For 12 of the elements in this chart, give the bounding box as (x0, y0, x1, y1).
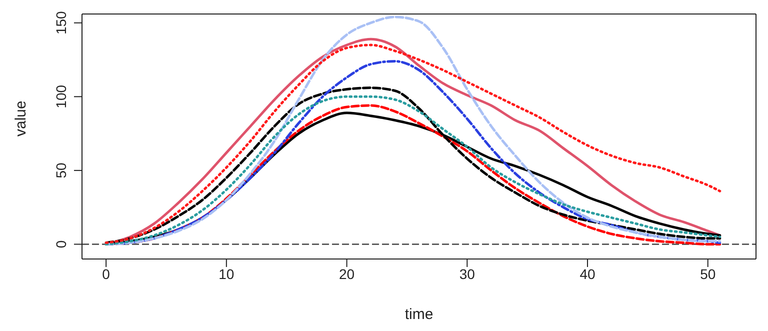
x-tick-label: 20 (338, 266, 355, 282)
x-tick-label: 50 (700, 266, 716, 282)
x-axis-title: time (404, 306, 434, 323)
x-tick-label: 30 (459, 266, 476, 282)
y-tick-label: 150 (53, 10, 69, 35)
y-tick-label: 50 (53, 162, 69, 178)
x-tick-label: 0 (102, 266, 110, 282)
y-tick-label: 0 (53, 240, 69, 248)
y-tick-label: 100 (53, 84, 69, 108)
y-axis-title: value (12, 100, 30, 136)
x-tick-label: 40 (580, 266, 596, 282)
x-tick-label: 10 (218, 266, 234, 282)
